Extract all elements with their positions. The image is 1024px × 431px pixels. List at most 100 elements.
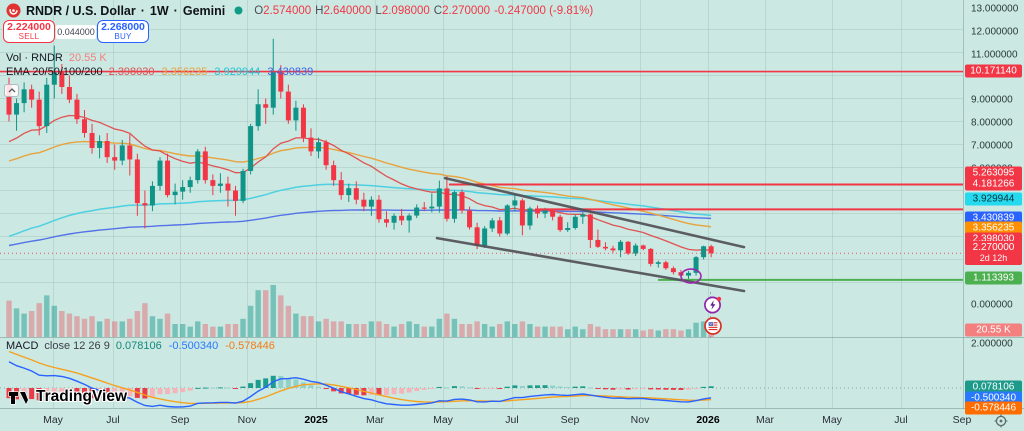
- ohlc-readout: O2.574000 H2.640000 L2.098000 C2.270000 …: [254, 4, 594, 17]
- price-label: -0.500340: [965, 391, 1022, 405]
- volume-legend-label[interactable]: Vol · RNDR: [6, 52, 63, 64]
- price-label: 1.113393: [965, 271, 1022, 285]
- price-label: 4.181266: [965, 177, 1022, 191]
- symbol-logo-icon: [6, 3, 21, 18]
- time-label: Nov: [237, 414, 257, 426]
- macd-legend: MACD close 12 26 9 0.078106 -0.500340 -0.5…: [6, 340, 275, 352]
- macd-legend-params: close 12 26 9: [44, 340, 110, 352]
- time-label: May: [43, 414, 63, 426]
- price-scale[interactable]: 13.000000 12.000000 11.000000 9.000000 8.000…: [963, 0, 1024, 415]
- ema-legend-values: 2.398030 3.356235 3.929944 3.430839: [109, 66, 314, 78]
- macd-legend-label[interactable]: MACD: [6, 340, 39, 352]
- time-label: Nov: [630, 414, 650, 426]
- symbol-sep2: ·: [173, 3, 178, 18]
- volume-legend: Vol · RNDR 20.55 K: [6, 52, 107, 64]
- symbol-legend: RNDR / U.S. Dollar · 1W · Gemini O2.5740…: [6, 2, 593, 19]
- time-label: Jul: [505, 414, 519, 426]
- time-label: Sep: [560, 414, 580, 426]
- time-label: Jul: [106, 414, 120, 426]
- ema-value-2: 3.929944: [214, 66, 261, 78]
- lightning-icon: [704, 296, 722, 314]
- ema20-line: [8, 114, 712, 251]
- price-label: 3.356235: [965, 221, 1022, 235]
- macd-legend-values: 0.078106 -0.500340 -0.578446: [116, 340, 275, 352]
- sell-price: 2.224000: [7, 20, 51, 33]
- timeframe-label[interactable]: 1W: [149, 3, 169, 18]
- price-tick: 11.000000: [971, 49, 1018, 61]
- candles: [6, 38, 714, 280]
- ema-legend: EMA 20/50/100/200 2.398030 3.356235 3.9299…: [6, 66, 313, 78]
- macd-line: [8, 361, 712, 408]
- time-label: Mar: [755, 414, 775, 426]
- macd-value-2: -0.578446: [225, 340, 275, 352]
- time-axis[interactable]: May Jul Sep Nov 2025 Mar May Jul Sep Nov 2026 Mar Ma…: [0, 409, 1024, 431]
- price-label: 2.270000 2d 12h: [965, 241, 1022, 265]
- market-status-dot[interactable]: [234, 6, 243, 15]
- price-tick: 12.000000: [971, 26, 1019, 38]
- price-label: 10.171140: [965, 64, 1022, 78]
- sell-label: SELL: [18, 32, 40, 42]
- trade-panel: 2.224000 SELL 0.044000 2.268000 BUY: [3, 20, 149, 43]
- time-label: Sep: [952, 414, 972, 426]
- event-marker-lightning[interactable]: [703, 295, 723, 320]
- symbol-title[interactable]: RNDR / U.S. Dollar: [26, 3, 136, 18]
- tradingview-mark-icon: [8, 390, 29, 405]
- trendline: [443, 176, 746, 249]
- gear-icon: [994, 414, 1008, 428]
- buy-button[interactable]: 2.268000 BUY: [97, 20, 149, 43]
- price-label: 20.55 K: [965, 323, 1022, 337]
- price-tick: 9.000000: [971, 94, 1013, 106]
- high-value: 2.640000: [323, 4, 372, 17]
- macd-value-1: -0.500340: [168, 340, 219, 352]
- event-marker-flag[interactable]: [703, 316, 723, 341]
- price-label: -0.578446: [965, 401, 1022, 415]
- time-label: May: [822, 414, 842, 426]
- collapse-legend-button[interactable]: [4, 84, 19, 97]
- ema-value-3: 3.430839: [267, 66, 314, 78]
- time-label: Jul: [894, 414, 908, 426]
- price-label: 3.929944: [965, 192, 1022, 206]
- exchange-label: Gemini: [182, 3, 226, 18]
- time-label: Sep: [170, 414, 190, 426]
- price-tick: 2.000000: [971, 338, 1013, 350]
- buy-label: BUY: [114, 32, 132, 42]
- ema-value-0: 2.398030: [108, 66, 155, 78]
- ema-lines: [8, 114, 712, 251]
- change-value: -0.247000 (-9.81%): [494, 4, 594, 17]
- grid: [0, 0, 963, 408]
- volume-legend-value: 20.55 K: [68, 52, 107, 64]
- time-label: 2026: [696, 414, 720, 426]
- ellipse-annotation: [680, 268, 702, 284]
- time-label: May: [433, 414, 453, 426]
- macd-value-0: 0.078106: [115, 340, 162, 352]
- low-value: 2.098000: [381, 4, 430, 17]
- price-tick: 13.000000: [971, 3, 1019, 15]
- price-tick: 8.000000: [971, 117, 1013, 129]
- close-value: 2.270000: [442, 4, 491, 17]
- ema-legend-label[interactable]: EMA 20/50/100/200: [6, 66, 103, 78]
- us-flag-icon: [704, 317, 722, 335]
- time-label: Mar: [365, 414, 385, 426]
- tradingview-logo-text: TradingView: [36, 388, 128, 405]
- price-label: 0.078106: [965, 380, 1022, 394]
- chevron-up-icon: [8, 88, 15, 93]
- price-tick: 0.000000: [971, 299, 1013, 311]
- buy-price: 2.268000: [101, 20, 145, 33]
- volume-bars: [6, 285, 714, 337]
- spread-value: 0.044000: [56, 25, 96, 39]
- ema-value-1: 3.356235: [161, 66, 208, 78]
- macd-lines: [8, 350, 712, 408]
- axis-settings-button[interactable]: [994, 414, 1008, 431]
- open-value: 2.574000: [263, 4, 312, 17]
- sell-button[interactable]: 2.224000 SELL: [3, 20, 55, 43]
- price-levels: [0, 70, 963, 281]
- price-tick: 7.000000: [971, 140, 1013, 152]
- ema50-line: [8, 140, 712, 228]
- price-label: 3.430839: [965, 211, 1022, 225]
- price-label: 5.263095: [965, 166, 1022, 180]
- time-label: 2025: [304, 414, 328, 426]
- symbol-sep1: ·: [140, 3, 145, 18]
- tradingview-logo[interactable]: TradingView: [8, 388, 127, 406]
